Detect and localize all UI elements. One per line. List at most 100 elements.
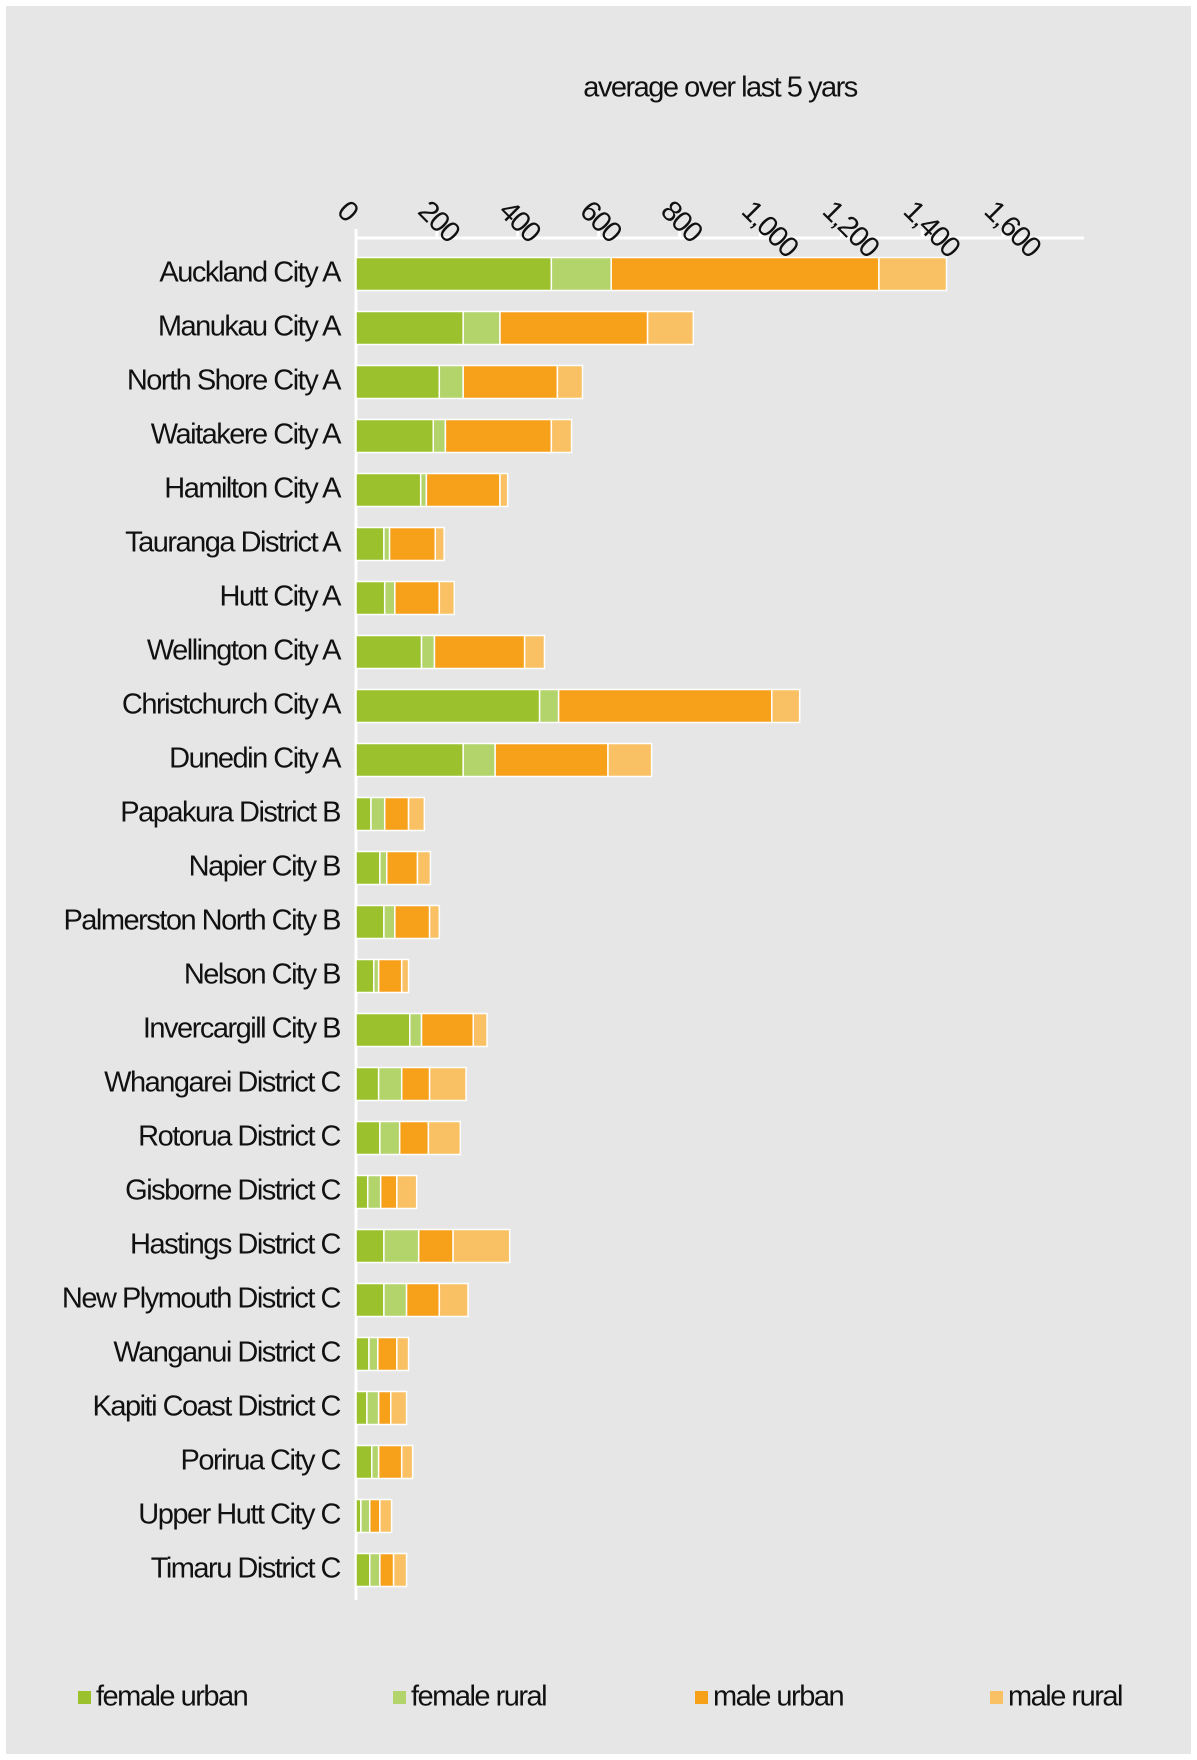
bar-segment xyxy=(377,1336,398,1372)
bar-segment xyxy=(366,1390,380,1426)
bar-segment xyxy=(405,1282,441,1318)
bar-segment xyxy=(383,796,410,832)
bar-segment xyxy=(355,742,464,778)
bar-segment xyxy=(377,958,403,994)
bar-segment xyxy=(379,850,388,886)
bar-segment xyxy=(383,904,396,940)
bar-segment xyxy=(407,796,426,832)
legend-swatch xyxy=(695,1691,708,1704)
bar-segment xyxy=(420,634,436,670)
bar-segment xyxy=(400,1066,431,1102)
legend-swatch xyxy=(78,1691,91,1704)
bar-segment xyxy=(427,1120,462,1156)
bar-segment xyxy=(438,580,456,616)
y-tick-label: Tauranga District A xyxy=(125,527,342,559)
bar-segment xyxy=(646,310,695,346)
bar-segment xyxy=(383,1228,420,1264)
bar-segment xyxy=(523,634,546,670)
bar-segment xyxy=(409,1012,423,1048)
bar-segment xyxy=(416,850,432,886)
bar-segment xyxy=(398,1120,430,1156)
y-tick-label: Wanganui District C xyxy=(113,1337,340,1369)
bar-segment xyxy=(607,742,653,778)
bar-segment xyxy=(355,310,464,346)
y-tick-label: Hastings District C xyxy=(130,1229,341,1261)
bar-segment xyxy=(419,472,428,508)
bar-segment xyxy=(462,310,501,346)
bar-segment xyxy=(557,688,773,724)
bar-segment xyxy=(394,904,431,940)
y-tick-label: Hamilton City A xyxy=(164,473,342,505)
y-tick-label: Papakura District B xyxy=(120,797,340,829)
bar-segment xyxy=(379,1552,395,1588)
background xyxy=(6,6,1191,1754)
legend-label: male urban xyxy=(713,1681,843,1713)
bar-segment xyxy=(355,256,553,292)
y-tick-label: Hutt City A xyxy=(220,581,343,613)
bar-segment xyxy=(371,1444,380,1480)
bar-segment xyxy=(369,1498,381,1534)
bar-segment xyxy=(355,1390,368,1426)
bar-segment xyxy=(377,1444,403,1480)
y-tick-label: North Shore City A xyxy=(127,365,342,397)
bar-segment xyxy=(355,1066,380,1102)
bar-segment xyxy=(392,1552,408,1588)
bar-segment xyxy=(377,1390,392,1426)
bar-segment xyxy=(550,256,612,292)
bar-segment xyxy=(433,634,526,670)
bar-segment xyxy=(383,1282,408,1318)
bar-segment xyxy=(610,256,880,292)
bar-segment xyxy=(452,1228,511,1264)
y-tick-label: Nelson City B xyxy=(184,959,340,991)
bar-segment xyxy=(771,688,801,724)
bar-segment xyxy=(355,418,434,454)
bar-segment xyxy=(355,580,386,616)
y-tick-label: Rotorua District C xyxy=(138,1121,340,1153)
bar-segment xyxy=(355,1552,371,1588)
y-tick-label: Waitakere City A xyxy=(151,419,342,451)
bar-segment xyxy=(355,1444,373,1480)
bar-segment xyxy=(355,850,381,886)
bar-segment xyxy=(355,958,375,994)
bar-segment xyxy=(355,1120,381,1156)
bar-segment xyxy=(355,526,385,562)
bar-segment xyxy=(368,1336,379,1372)
bar-segment xyxy=(494,742,609,778)
bar-segment xyxy=(355,634,423,670)
bar-segment xyxy=(878,256,948,292)
bar-segment xyxy=(379,1120,401,1156)
legend-swatch xyxy=(393,1691,406,1704)
bar-segment xyxy=(438,364,464,400)
y-tick-label: Dunedin City A xyxy=(169,743,342,775)
bar-segment xyxy=(425,472,501,508)
y-tick-label: Timaru District C xyxy=(151,1553,341,1585)
bar-segment xyxy=(383,580,396,616)
bar-segment xyxy=(400,958,410,994)
y-tick-label: Manukau City A xyxy=(158,311,342,343)
y-tick-label: New Plymouth District C xyxy=(62,1283,341,1315)
bar-segment xyxy=(366,1174,382,1210)
bar-segment xyxy=(472,1012,488,1048)
bar-segment xyxy=(428,1066,467,1102)
bar-segment xyxy=(355,1174,369,1210)
bar-segment xyxy=(444,418,553,454)
bar-segment xyxy=(499,310,649,346)
bar-segment xyxy=(420,1012,475,1048)
bar-segment xyxy=(355,1012,411,1048)
y-tick-label: Auckland City A xyxy=(159,257,342,289)
y-tick-label: Kapiti Coast District C xyxy=(92,1391,340,1423)
y-tick-label: Invercargill City B xyxy=(143,1013,340,1045)
bar-segment xyxy=(355,1336,370,1372)
bar-segment xyxy=(396,1174,418,1210)
y-tick-label: Palmerston North City B xyxy=(63,905,340,937)
bar-segment xyxy=(438,1282,469,1318)
bar-segment xyxy=(390,1390,408,1426)
bar-segment xyxy=(394,580,441,616)
bar-segment xyxy=(432,418,447,454)
y-tick-label: Gisborne District C xyxy=(125,1175,340,1207)
bar-segment xyxy=(385,850,419,886)
bar-segment xyxy=(538,688,560,724)
bar-segment xyxy=(355,472,422,508)
bar-segment xyxy=(400,1444,414,1480)
